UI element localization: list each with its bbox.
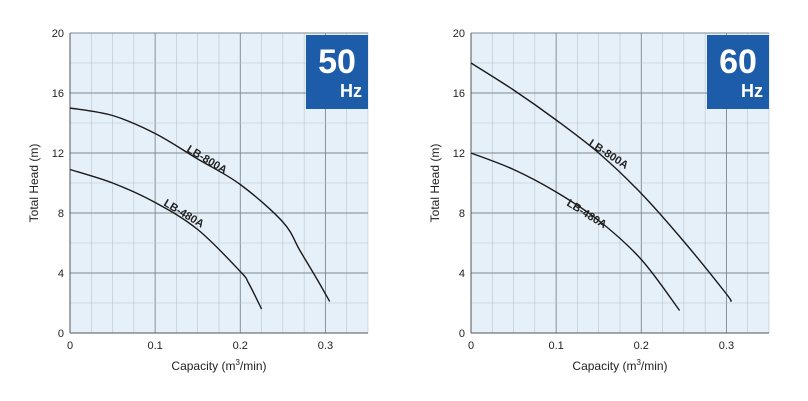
grid-lines <box>69 32 369 334</box>
x-tick-label: 0.2 <box>634 340 649 352</box>
series-line-lb-800a <box>69 107 331 302</box>
frequency-badge <box>707 35 769 109</box>
y-tick-label: 4 <box>459 268 465 280</box>
series-line-lb-800a <box>470 62 732 302</box>
y-tick-label: 0 <box>459 328 465 340</box>
frequency-badge-number: 50 <box>318 43 356 81</box>
chart-panel-50hz: 0 4 8 12 16 20 0 0.1 0.2 0.3 Capacity (m3/min) Tota… <box>27 28 369 373</box>
y-tick-label: 16 <box>453 88 465 100</box>
frequency-badge <box>306 35 368 109</box>
x-tick-label: 0.3 <box>318 340 333 352</box>
y-tick-label: 20 <box>52 28 64 40</box>
y-tick-label: 20 <box>453 28 465 40</box>
frequency-badge-unit: Hz <box>340 81 362 101</box>
y-tick-label: 0 <box>58 328 64 340</box>
y-tick-label: 8 <box>58 208 64 220</box>
series-line-lb-480a <box>470 152 681 311</box>
y-tick-label: 16 <box>52 88 64 100</box>
x-axis-label: Capacity (m3/min) <box>171 358 266 373</box>
y-tick-label: 4 <box>58 268 64 280</box>
x-tick-label: 0.1 <box>147 340 162 352</box>
y-axis-label: Total Head (m) <box>428 144 442 223</box>
series-line-lb-480a <box>69 168 263 310</box>
x-tick-label: 0.2 <box>233 340 248 352</box>
frequency-badge-number: 60 <box>719 43 757 81</box>
x-tick-label: 0 <box>468 340 474 352</box>
x-axis-label: Capacity (m3/min) <box>572 358 667 373</box>
y-tick-label: 12 <box>52 148 64 160</box>
x-tick-label: 0.3 <box>719 340 734 352</box>
chart-panel-60hz: 0 4 8 12 16 20 0 0.1 0.2 0.3 Capacity (m3/min) Tota… <box>428 28 770 373</box>
y-tick-label: 8 <box>459 208 465 220</box>
y-axis-label: Total Head (m) <box>27 144 41 223</box>
x-tick-label: 0.1 <box>548 340 563 352</box>
frequency-badge-unit: Hz <box>741 81 763 101</box>
y-tick-label: 12 <box>453 148 465 160</box>
x-tick-label: 0 <box>67 340 73 352</box>
